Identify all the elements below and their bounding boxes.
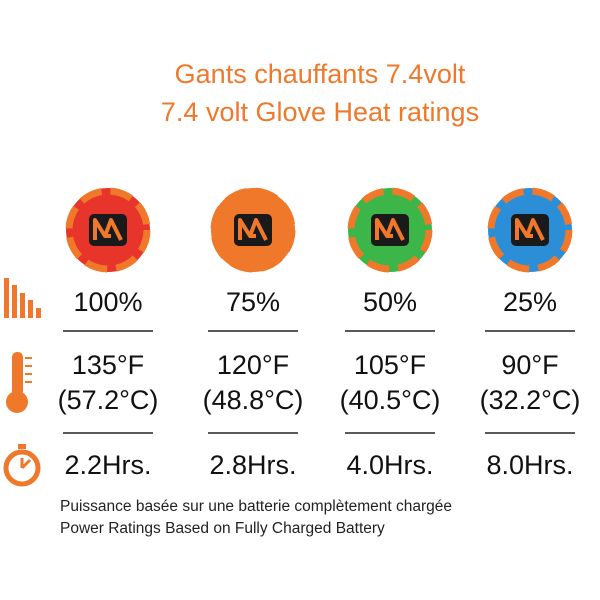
- power-level: 50%: [363, 287, 417, 317]
- temp-f: 135°F: [72, 350, 144, 380]
- temp-c: (48.8°C): [203, 385, 304, 415]
- temp-f: 105°F: [354, 350, 426, 380]
- temp-c: (32.2°C): [480, 385, 581, 415]
- run-time: 4.0Hrs.: [346, 450, 433, 480]
- timer-icon: [3, 444, 41, 487]
- logo-mark: [238, 218, 268, 241]
- title-fr: Gants chauffants 7.4volt: [175, 59, 466, 89]
- button-ring: [210, 187, 296, 273]
- run-time: 8.0Hrs.: [486, 450, 573, 480]
- temp-c: (57.2°C): [58, 385, 159, 415]
- logo-mark: [375, 218, 405, 241]
- power-level: 75%: [226, 287, 280, 317]
- button-ring: [65, 187, 151, 273]
- power-level: 100%: [73, 287, 142, 317]
- run-time: 2.8Hrs.: [209, 450, 296, 480]
- button-ring: [487, 187, 573, 273]
- power-level: 25%: [503, 287, 557, 317]
- thermometer-icon: [6, 352, 32, 413]
- logo-mark: [515, 218, 545, 241]
- temp-f: 90°F: [501, 350, 558, 380]
- logo-mark: [93, 218, 123, 241]
- columns: 100% 135°F (57.2°C) 2.2Hrs. 75% 120°F (48.8°C)…: [58, 187, 581, 480]
- title-en: 7.4 volt Glove Heat ratings: [161, 97, 479, 127]
- footer-en: Power Ratings Based on Fully Charged Bat…: [60, 520, 385, 537]
- power-icon: [4, 278, 41, 318]
- run-time: 2.2Hrs.: [64, 450, 151, 480]
- temp-c: (40.5°C): [340, 385, 441, 415]
- temp-f: 120°F: [217, 350, 289, 380]
- footer-fr: Puissance basée sur une batterie complèt…: [60, 498, 452, 515]
- button-ring: [347, 187, 433, 273]
